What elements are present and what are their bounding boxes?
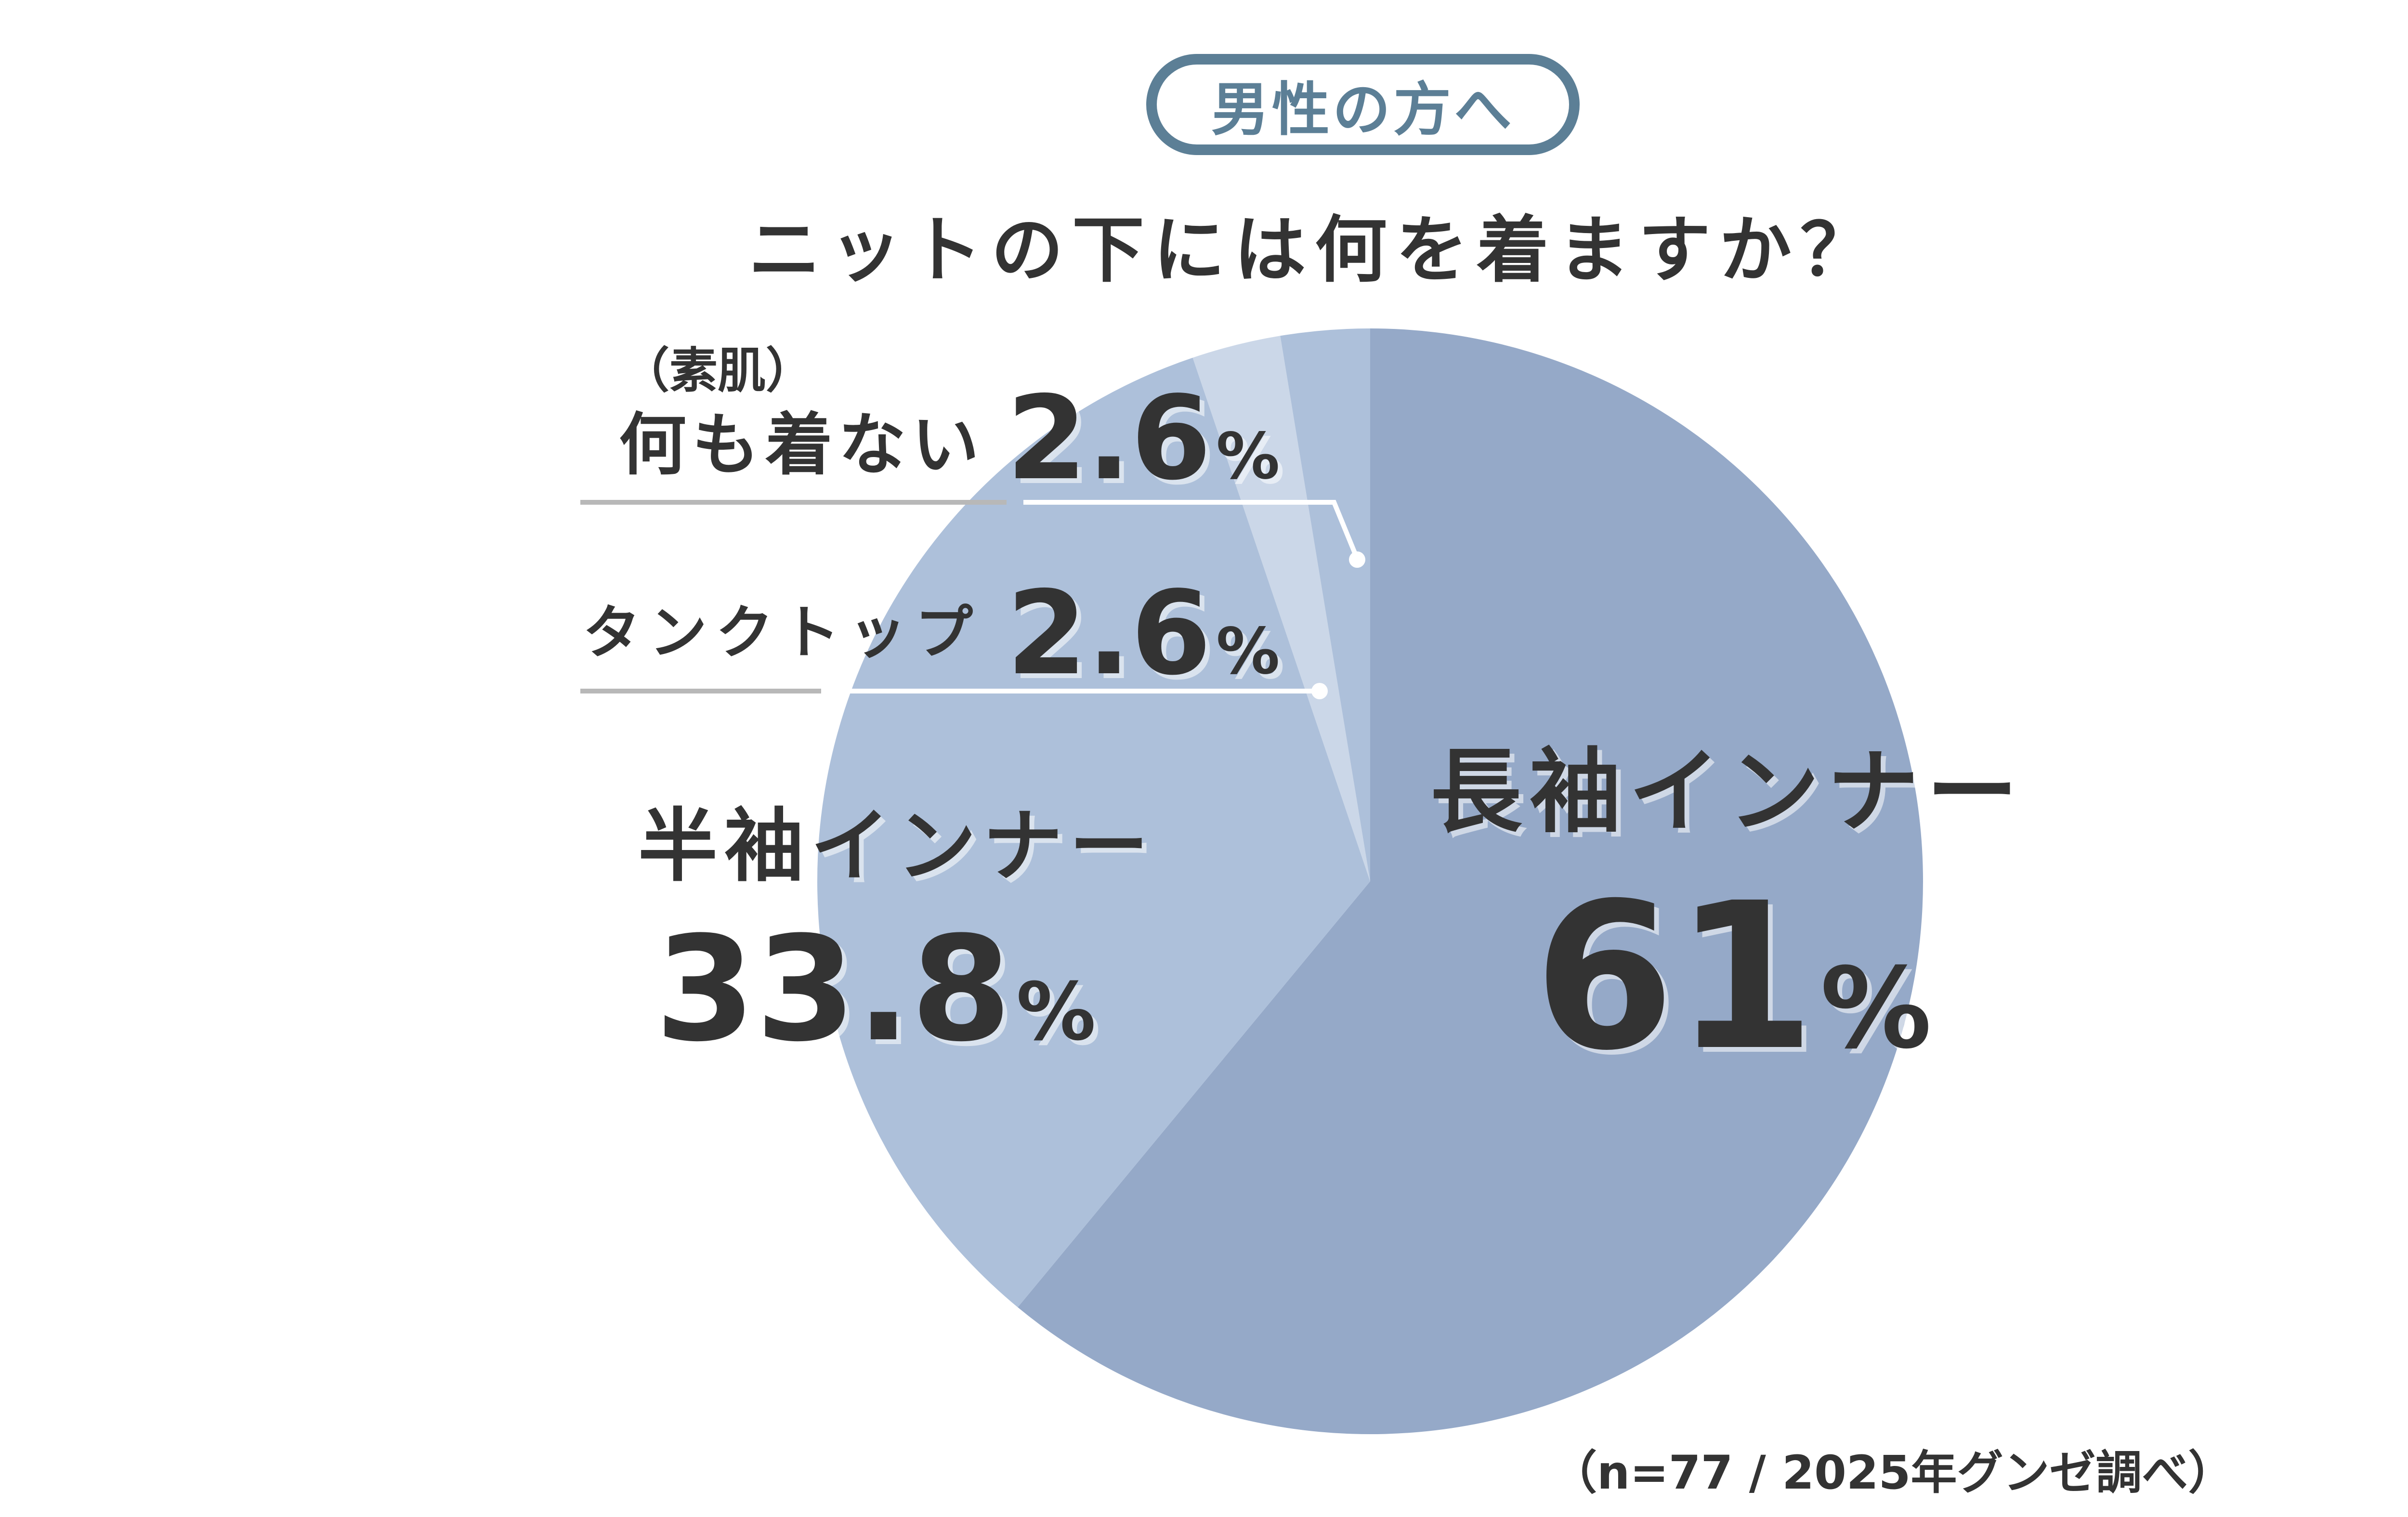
- value-short-sleeve: 33.8%: [655, 917, 1096, 1062]
- value-nothing: 2.6%: [1007, 380, 1280, 496]
- pie-slices: [817, 328, 1924, 1435]
- chart-title: ニットの下には何を着ますか？: [748, 209, 1881, 292]
- value-short-sleeve-number: 33.8: [655, 905, 1012, 1073]
- slice-nothing: [1280, 328, 1370, 881]
- audience-badge-label: 男性の方へ: [1211, 77, 1515, 144]
- slice-long-sleeve: [1018, 328, 1924, 1435]
- leader-dot-tanktop: [1311, 683, 1328, 699]
- leader-lines: [580, 500, 1365, 699]
- source-note: （n=77 / 2025年グンゼ調べ）: [1551, 1446, 2235, 1500]
- label-long-sleeve: 長袖インナー: [1430, 739, 2026, 845]
- percent-sign: %: [1216, 419, 1280, 494]
- label-short-sleeve: 半袖インナー: [638, 800, 1155, 892]
- value-long-sleeve-number: 61: [1534, 860, 1816, 1095]
- percent-sign: %: [1016, 966, 1096, 1058]
- slice-tanktop: [1192, 336, 1370, 881]
- label-nothing: 何も着ない: [619, 406, 985, 484]
- slice-short-sleeve: [817, 357, 1370, 1308]
- audience-badge: 男性の方へ: [1146, 54, 1580, 155]
- percent-sign: %: [1820, 944, 1932, 1073]
- label-nothing-note: （素肌）: [621, 342, 814, 399]
- value-tanktop: 2.6%: [1007, 575, 1280, 691]
- percent-sign: %: [1216, 615, 1280, 689]
- value-nothing-number: 2.6: [1007, 371, 1212, 506]
- value-tanktop-number: 2.6: [1007, 566, 1212, 701]
- value-long-sleeve: 61%: [1534, 876, 1932, 1079]
- leader-line-nothing-white: [1023, 500, 1360, 560]
- leader-dot-nothing: [1349, 551, 1365, 568]
- label-tanktop: タンクトップ: [583, 600, 982, 667]
